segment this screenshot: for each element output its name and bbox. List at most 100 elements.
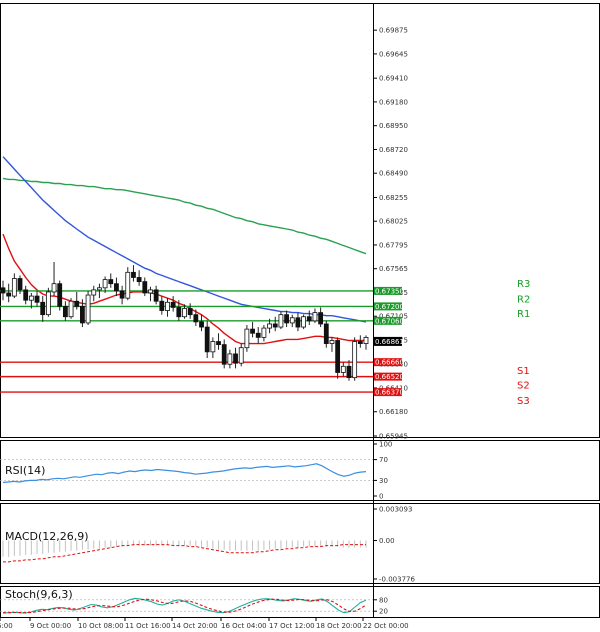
current-price-text: 0.66861 bbox=[375, 338, 404, 346]
candle-body bbox=[199, 321, 204, 328]
x-tick-label: 10 Oct 08:00 bbox=[78, 622, 124, 630]
candle-body bbox=[153, 289, 159, 302]
current-price-tag bbox=[374, 336, 402, 346]
candle-body bbox=[91, 289, 97, 296]
candle-body bbox=[45, 291, 51, 316]
y-tick-label: 0.68490 bbox=[379, 170, 408, 178]
macd-tick-label: 0.003093 bbox=[379, 506, 412, 514]
candle-body bbox=[34, 295, 40, 303]
y-tick-label: 0.68950 bbox=[379, 122, 408, 130]
level-price-tag-text: 0.67060 bbox=[375, 317, 404, 325]
candle-body bbox=[74, 300, 80, 307]
level-price-tag bbox=[374, 316, 402, 325]
y-tick-label: 0.69645 bbox=[379, 50, 408, 58]
candle-body bbox=[80, 306, 85, 324]
candle-body bbox=[57, 283, 63, 307]
candle-body bbox=[119, 290, 125, 299]
level-price-tag bbox=[374, 372, 402, 381]
candle-body bbox=[227, 353, 233, 365]
macd-tick-label: 0.00 bbox=[379, 537, 395, 545]
candle-body bbox=[312, 312, 318, 322]
candle-body bbox=[85, 294, 91, 324]
level-price-tag bbox=[374, 358, 402, 367]
panel-frame-0 bbox=[0, 3, 600, 438]
ma-mid-line bbox=[2, 156, 367, 323]
level-price-tag-text: 0.66520 bbox=[375, 373, 404, 381]
candle-body bbox=[352, 341, 358, 379]
level-price-tag bbox=[374, 302, 402, 311]
candle-body bbox=[125, 271, 131, 299]
ma-slow-line bbox=[2, 177, 367, 255]
x-tick-label: 6:00 bbox=[0, 622, 13, 630]
stoch-title: Stoch(9,6,3) bbox=[5, 588, 73, 601]
candle-body bbox=[182, 308, 187, 318]
candle-body bbox=[187, 308, 193, 316]
stoch-d-line bbox=[3, 598, 367, 614]
candle-body bbox=[261, 327, 267, 338]
candle-body bbox=[17, 278, 23, 291]
candle-body bbox=[284, 314, 289, 324]
macd-histogram bbox=[2, 540, 367, 557]
candle-body bbox=[272, 323, 278, 328]
x-tick-label: 11 Oct 16:00 bbox=[125, 622, 171, 630]
level-name-s3: S3 bbox=[517, 396, 530, 407]
y-tick-label: 0.67105 bbox=[379, 313, 408, 321]
y-tick-label: 0.67565 bbox=[379, 265, 408, 273]
candle-body bbox=[295, 317, 301, 328]
candle-body bbox=[23, 289, 29, 301]
macd-signal-line bbox=[3, 544, 366, 563]
candle-body bbox=[165, 301, 170, 311]
candle-body bbox=[306, 316, 312, 322]
level-name-r1: R1 bbox=[517, 309, 530, 320]
candle-body bbox=[267, 323, 272, 329]
level-price-tag-text: 0.67350 bbox=[375, 287, 404, 295]
rsi-tick-label: 30 bbox=[379, 477, 388, 485]
candle-body bbox=[363, 336, 369, 344]
macd-title: MACD(12,26,9) bbox=[5, 530, 89, 543]
y-tick-label: 0.65945 bbox=[379, 433, 408, 441]
y-tick-label: 0.67795 bbox=[379, 241, 408, 249]
level-name-r2: R2 bbox=[517, 294, 530, 305]
candle-body bbox=[176, 307, 182, 318]
candle-body bbox=[102, 279, 108, 289]
candle-body bbox=[159, 300, 165, 311]
level-price-tag-text: 0.67200 bbox=[375, 303, 404, 311]
level-name-r3: R3 bbox=[517, 279, 530, 290]
candle-body bbox=[238, 347, 244, 364]
level-price-tag bbox=[374, 388, 402, 397]
x-tick-label: 9 Oct 00:00 bbox=[30, 622, 71, 630]
rsi-title: RSI(14) bbox=[5, 464, 45, 477]
y-tick-label: 0.68025 bbox=[379, 218, 408, 226]
candle-body bbox=[0, 287, 6, 294]
candle-body bbox=[204, 326, 210, 353]
y-tick-label: 0.68255 bbox=[379, 194, 408, 202]
x-tick-label: 14 Oct 20:00 bbox=[172, 622, 218, 630]
candle-body bbox=[114, 283, 119, 292]
candle-body bbox=[148, 289, 153, 294]
candle-body bbox=[142, 281, 148, 294]
candle-body bbox=[97, 287, 102, 291]
candle-body bbox=[62, 306, 68, 318]
level-price-tag-text: 0.66370 bbox=[375, 389, 404, 397]
y-tick-label: 0.69180 bbox=[379, 98, 408, 106]
candle-body bbox=[250, 328, 255, 334]
candle-body bbox=[131, 271, 136, 278]
candle-body bbox=[11, 278, 17, 297]
candle-body bbox=[136, 277, 142, 283]
y-tick-label: 0.69410 bbox=[379, 75, 408, 83]
panel-frame-1 bbox=[0, 440, 600, 501]
candle-body bbox=[68, 300, 74, 318]
stoch-tick-label: 80 bbox=[379, 596, 388, 604]
macd-tick-label: -0.003776 bbox=[379, 576, 415, 584]
candle-body bbox=[323, 323, 329, 344]
level-price-tag bbox=[374, 286, 402, 295]
panel-frame-2 bbox=[0, 503, 600, 584]
level-price-tag-text: 0.66660 bbox=[375, 359, 404, 367]
candle-body bbox=[40, 301, 46, 316]
rsi-line bbox=[2, 463, 367, 484]
candle-body bbox=[289, 317, 295, 324]
rsi-tick-label: 0 bbox=[379, 493, 383, 501]
candle-body bbox=[335, 340, 341, 373]
rsi-tick-label: 100 bbox=[379, 441, 392, 449]
